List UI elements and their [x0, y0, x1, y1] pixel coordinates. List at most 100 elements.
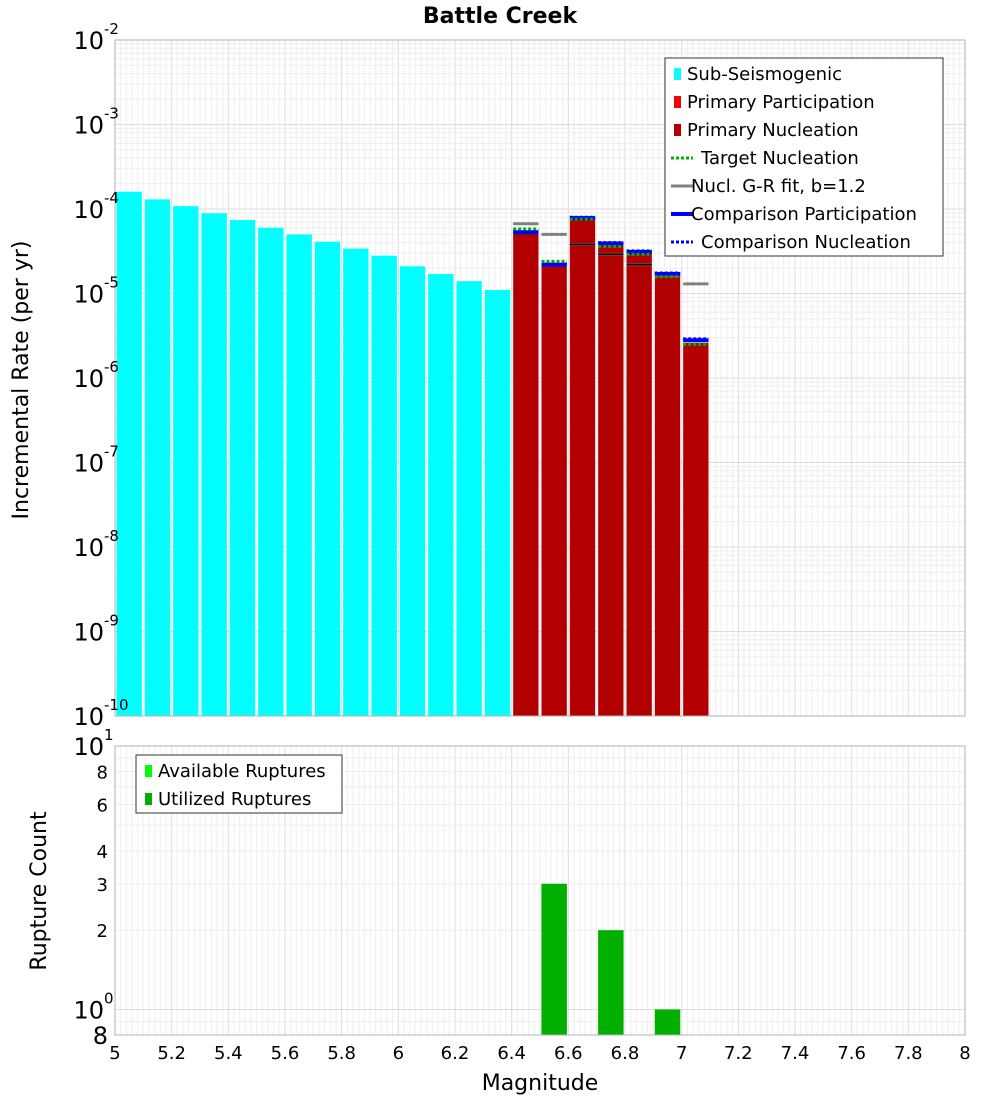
- sub-seismogenic-bar: [456, 281, 482, 716]
- count-grid: [114, 745, 966, 1035]
- count-y-tick-label: 2: [97, 921, 108, 942]
- primary-participation-legend-label: Primary Participation: [687, 92, 875, 113]
- sub-seismogenic-bar: [201, 213, 227, 716]
- rate-y-tick-label: 10 -5: [73, 274, 119, 309]
- sub-seismogenic-bar: [428, 274, 454, 716]
- count-y-axis-label: Rupture Count: [27, 811, 52, 971]
- available-ruptures-legend-label: Available Ruptures: [158, 761, 326, 782]
- comparison-participation-legend-label: Comparison Participation: [691, 204, 917, 225]
- rate-y-tick-exponent: -9: [104, 612, 119, 630]
- count-y-tick-label: 3: [97, 875, 108, 896]
- rate-bars: [116, 191, 709, 717]
- nucl-g-r-fit-b-1-2-legend-label: Nucl. G-R fit, b=1.2: [691, 176, 866, 197]
- rate-y-tick-label: 10 -4: [73, 189, 119, 224]
- rate-y-tick-exponent: -7: [104, 443, 119, 461]
- count-legend: Available Ruptures Utilized Ruptures: [135, 754, 343, 814]
- sub-seismogenic-bar: [286, 234, 312, 717]
- utilized-ruptures-bar: [654, 1009, 681, 1035]
- magnitude-tick-label: 7.2: [724, 1043, 753, 1064]
- primary-nucleation-bar: [513, 232, 539, 716]
- count-y-tick-label: 4: [97, 842, 108, 863]
- sub-seismogenic-bar: [371, 255, 397, 716]
- count-y-tick-exponent: 1: [104, 726, 114, 744]
- rate-y-tick-label: 10 -7: [73, 443, 119, 478]
- count-plot-frame: [114, 745, 966, 1036]
- rate-y-tick-base: 10: [73, 703, 104, 731]
- magnitude-tick-label: 5.4: [214, 1043, 243, 1064]
- primary-nucleation-bar: [654, 276, 681, 716]
- primary-nucleation-bar: [541, 266, 567, 716]
- count-y-tick-value: 10: [73, 996, 104, 1024]
- count-y-tick-label: 6: [97, 795, 108, 816]
- rate-y-tick-exponent: -2: [104, 20, 119, 38]
- rate-y-tick-label: 10 -10: [73, 696, 128, 731]
- rate-y-tick-base: 10: [73, 281, 104, 309]
- count-y-tick-value: 8: [97, 763, 108, 784]
- magnitude-tick-label: 6.4: [497, 1043, 526, 1064]
- rate-y-tick-label: 10 -8: [73, 527, 119, 562]
- count-y-tick-label: 10 0: [73, 989, 113, 1024]
- rate-y-tick-base: 10: [73, 27, 104, 55]
- magnitude-tick-label: 6.6: [554, 1043, 583, 1064]
- rate-y-tick-base: 10: [73, 450, 104, 478]
- magnitude-tick-label: 7: [676, 1043, 687, 1064]
- x-axis-label: Magnitude: [482, 1071, 599, 1096]
- count-y-tick-label: 8: [93, 1022, 108, 1050]
- sub-seismogenic-bar: [399, 266, 426, 716]
- rate-y-tick-base: 10: [73, 196, 104, 224]
- primary-nucleation-legend-swatch: [674, 124, 681, 136]
- rate-plot-frame: [114, 39, 966, 717]
- count-y-tick-label: 10 1: [73, 726, 113, 761]
- magnitude-tick-label: 6: [393, 1043, 404, 1064]
- sub-seismogenic-bar: [144, 199, 171, 717]
- magnitude-tick-label: 5.8: [327, 1043, 356, 1064]
- primary-nucleation-bar: [569, 219, 596, 717]
- sub-seismogenic-bar: [343, 248, 369, 716]
- magnitude-tick-label: 5.2: [157, 1043, 186, 1064]
- count-y-tick-value: 2: [97, 921, 108, 942]
- magnitude-tick-label: 6.2: [441, 1043, 470, 1064]
- rate-y-tick-exponent: -10: [104, 696, 129, 714]
- magnitude-tick-label: 5: [109, 1043, 120, 1064]
- rate-line-marks: [513, 215, 709, 346]
- magnitude-tick-label: 5.6: [271, 1043, 300, 1064]
- count-y-tick-value: 8: [93, 1022, 108, 1050]
- sub-seismogenic-bar: [314, 241, 341, 716]
- count-legend-box: [135, 754, 343, 814]
- rate-y-tick-label: 10 -6: [73, 358, 119, 393]
- count-y-tick-value: 10: [73, 733, 104, 761]
- rate-y-tick-base: 10: [73, 112, 104, 140]
- rate-y-tick-exponent: -3: [104, 105, 119, 123]
- magnitude-tick-label: 6.8: [611, 1043, 640, 1064]
- rate-y-tick-label: 10 -9: [73, 612, 119, 647]
- magnitude-tick-label: 7.4: [781, 1043, 810, 1064]
- sub-seismogenic-bar: [484, 290, 511, 716]
- rate-y-tick-label: 10 -2: [73, 20, 119, 55]
- count-y-tick-value: 3: [97, 875, 108, 896]
- rate-panel: 10-210-310-410-510-610-710-810-910-10 In…: [9, 20, 966, 731]
- rate-y-tick-exponent: -4: [104, 189, 119, 207]
- sub-seismogenic-legend-label: Sub-Seismogenic: [687, 64, 842, 85]
- chart-title: Battle Creek: [423, 4, 579, 29]
- magnitude-x-ticks: 5 5.2 5.4 5.6 5.8 6 6.2 6.4 6.6 6.8 7 7.2 7.4 7.6 7.8 8: [109, 1043, 970, 1064]
- magnitude-tick-label: 7.6: [837, 1043, 866, 1064]
- sub-seismogenic-bar: [258, 227, 284, 716]
- rate-y-tick-exponent: -8: [104, 527, 119, 545]
- count-y-tick-exponent: 0: [104, 989, 114, 1007]
- rate-y-tick-base: 10: [73, 619, 104, 647]
- rate-y-tick-exponent: -6: [104, 358, 119, 376]
- comparison-nucleation-legend-label: Comparison Nucleation: [701, 232, 911, 253]
- sub-seismogenic-bar: [173, 206, 199, 716]
- utilized-ruptures-bar: [541, 883, 567, 1035]
- count-bars: [541, 883, 681, 1035]
- rate-y-axis-label: Incremental Rate (per yr): [9, 241, 34, 520]
- rate-y-tick-exponent: -5: [104, 274, 119, 292]
- sub-seismogenic-bar: [229, 220, 256, 716]
- utilized-ruptures-bar: [598, 930, 624, 1035]
- sub-seismogenic-legend-swatch: [674, 68, 681, 80]
- utilized-ruptures-legend-swatch: [145, 793, 152, 805]
- rate-legend-box: [664, 57, 944, 257]
